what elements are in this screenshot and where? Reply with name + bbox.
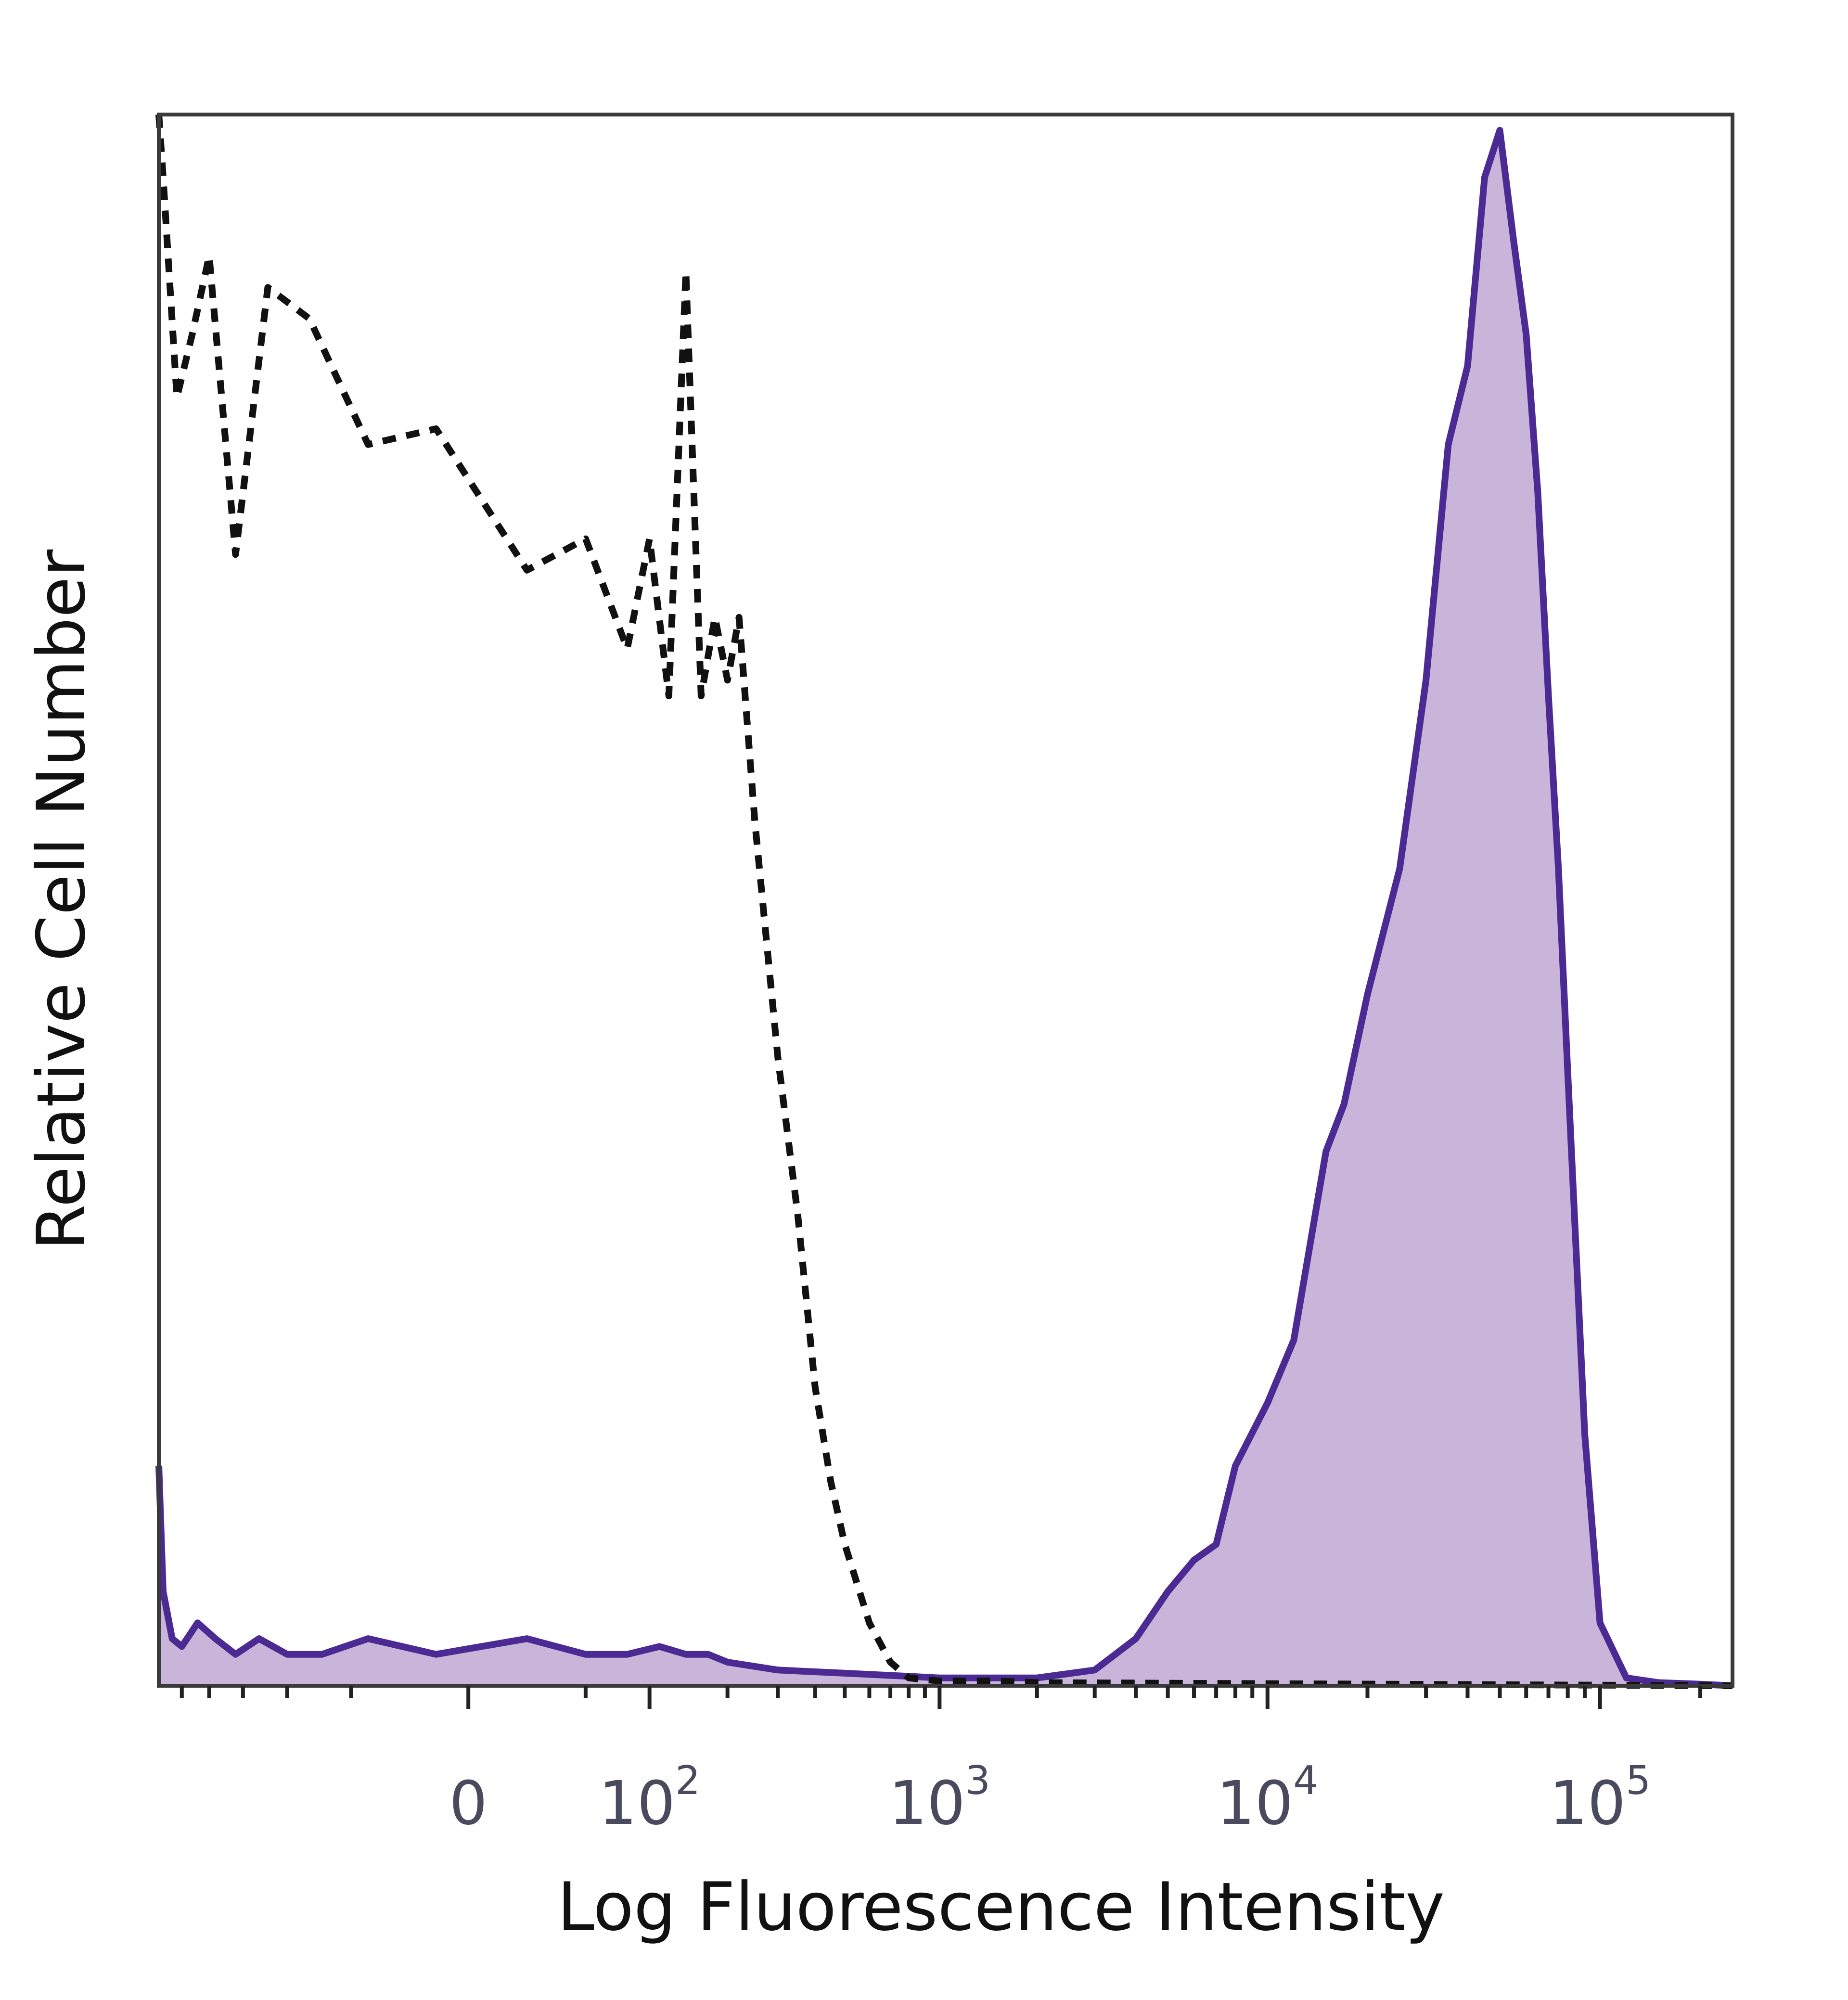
plot-frame xyxy=(157,113,1734,1688)
plot-marks xyxy=(155,114,1733,1689)
x-tick-label: 102 xyxy=(599,1758,700,1838)
x-axis-tick-labels: 0 102 103 104 105 xyxy=(449,1758,1651,1838)
x-tick-label: 104 xyxy=(1217,1758,1318,1838)
x-tick-label: 103 xyxy=(889,1758,990,1838)
filled-histogram-outline xyxy=(155,127,1733,1689)
x-tick-label: 105 xyxy=(1549,1758,1651,1838)
x-axis-ticks xyxy=(180,1686,1702,1709)
x-tick-label: 0 xyxy=(449,1769,488,1838)
x-axis-title: Log Fluorescence Intensity xyxy=(557,1868,1445,1946)
filled-histogram-area xyxy=(159,130,1732,1686)
y-axis-title: Relative Cell Number xyxy=(23,549,100,1250)
dashed-control-histogram xyxy=(155,114,1733,1689)
